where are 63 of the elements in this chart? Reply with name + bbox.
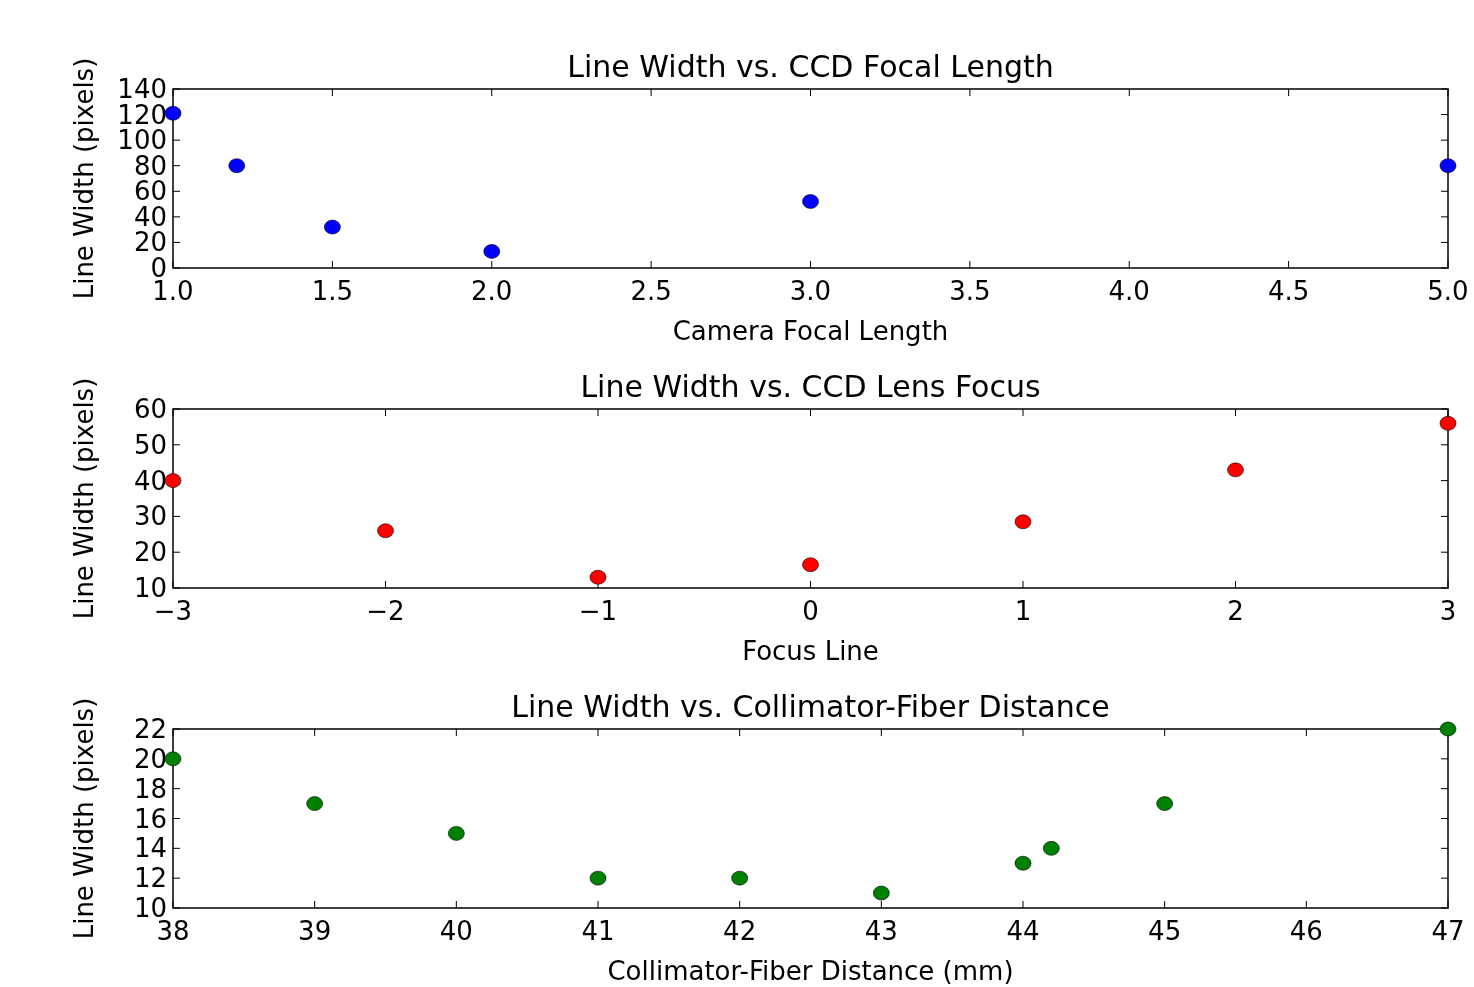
- x-tick-label: 43: [864, 916, 898, 946]
- y-axis-title: Line Width (pixels): [69, 57, 99, 300]
- point: [1439, 721, 1457, 737]
- x-tick-label: 45: [1148, 916, 1182, 946]
- x-tick-label: −1: [578, 596, 618, 626]
- point: [802, 194, 819, 209]
- point: [228, 158, 246, 174]
- x-tick-label: 46: [1289, 916, 1323, 946]
- point: [1156, 796, 1173, 811]
- y-axis-title: Line Width (pixels): [69, 377, 99, 620]
- x-tick-label: 4.5: [1267, 276, 1310, 306]
- point: [589, 569, 607, 585]
- y-tick-label: 16: [133, 803, 167, 834]
- x-tick-label: 2.5: [630, 276, 672, 306]
- point: [802, 557, 819, 573]
- x-axis-title: Collimator-Fiber Distance (mm): [607, 956, 1014, 986]
- y-axis-title: Line Width (pixels): [69, 697, 99, 940]
- x-tick-label: 0: [802, 596, 819, 626]
- x-tick-label: 44: [1006, 916, 1040, 946]
- point: [324, 219, 341, 235]
- point: [1439, 158, 1457, 174]
- y-tick-label: 22: [133, 714, 167, 744]
- x-tick-label: 42: [723, 916, 757, 946]
- point: [1227, 462, 1244, 478]
- x-tick-label: −2: [366, 596, 405, 626]
- point: [1043, 841, 1060, 856]
- point: [873, 885, 890, 901]
- x-tick-label: 39: [298, 916, 332, 946]
- point: [731, 870, 748, 886]
- y-tick-label: 14: [133, 833, 167, 864]
- y-tick-label: 50: [133, 429, 167, 460]
- x-tick-label: 41: [581, 916, 615, 946]
- y-tick-label: 30: [133, 501, 167, 532]
- point: [1014, 855, 1032, 871]
- x-tick-label: 40: [439, 916, 473, 946]
- x-tick-label: 47: [1431, 916, 1465, 946]
- point: [589, 870, 607, 886]
- x-tick-label: 2: [1227, 596, 1244, 626]
- point: [1439, 416, 1457, 431]
- y-tick-label: 20: [133, 537, 167, 568]
- point: [306, 796, 323, 811]
- point: [1014, 514, 1032, 530]
- y-tick-label: 12: [133, 863, 167, 894]
- x-tick-label: 5.0: [1427, 276, 1469, 306]
- chart-title: Line Width vs. CCD Focal Length: [567, 49, 1054, 84]
- y-tick-label: 40: [133, 465, 167, 496]
- x-tick-label: 3.5: [949, 276, 991, 306]
- x-axis-title: Camera Focal Length: [672, 316, 949, 346]
- x-axis-title: Focus Line: [742, 636, 879, 666]
- y-tick-label: 20: [133, 743, 167, 774]
- point: [483, 244, 501, 259]
- chart-title: Line Width vs. CCD Lens Focus: [580, 369, 1041, 404]
- y-tick-label: 18: [133, 773, 167, 804]
- x-tick-label: 2.0: [471, 276, 513, 306]
- x-tick-label: 1.5: [311, 276, 354, 306]
- chart-title: Line Width vs. Collimator-Fiber Distance: [511, 689, 1110, 724]
- point: [377, 523, 394, 539]
- x-tick-label: 4.0: [1108, 276, 1150, 306]
- x-tick-label: 3.0: [789, 276, 832, 306]
- point: [448, 826, 465, 841]
- x-tick-label: 3: [1439, 596, 1457, 626]
- y-tick-label: 60: [133, 394, 167, 424]
- x-tick-label: 1: [1014, 596, 1032, 626]
